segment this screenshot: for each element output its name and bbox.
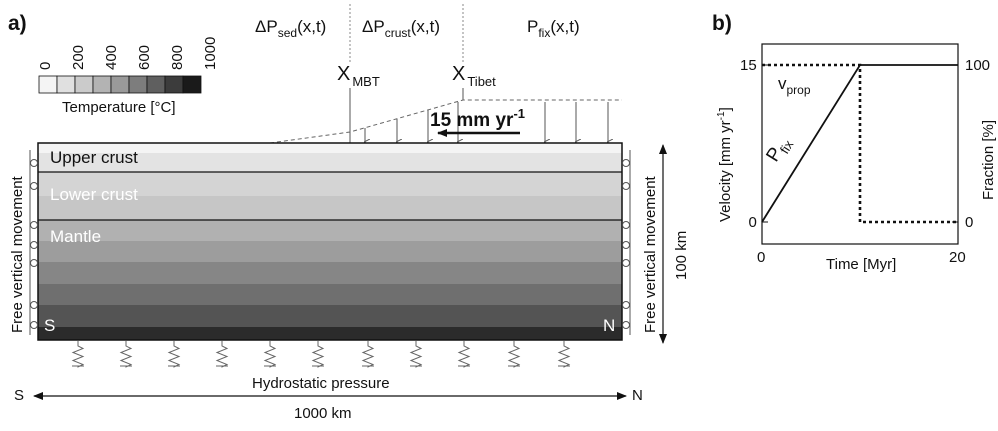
legend-swatch [182,75,202,94]
y-right-axis-label: Fraction [%] [980,120,997,200]
bottom-springs [71,341,571,368]
upper-crust-label: Upper crust [50,148,138,167]
left-boundary-label: Free vertical movement [9,175,26,333]
width-label: 1000 km [294,405,352,422]
roller [622,259,630,267]
spring [119,341,133,368]
roller [622,182,630,190]
legend-swatch [110,75,130,94]
roller [30,321,38,329]
y-right-tick-label: 100 [965,57,990,74]
legend-tick: 600 [136,45,153,70]
y-right-tick-label: 0 [965,214,973,231]
x-axis-label: Time [Myr] [826,256,896,273]
temperature-legend: 0 200 400 600 800 1000 Temperature [°C] [37,37,219,116]
axis-s-label: S [14,387,24,404]
p-fix-label: Pfix(x,t) [527,17,580,40]
spring [311,341,325,368]
legend-tick: 800 [169,45,186,70]
x-tibet-label: X Tibet [452,63,496,89]
spring [361,341,375,368]
p-crust-label: ΔPcrust(x,t) [362,17,440,40]
legend-tick: 200 [70,45,87,70]
series-pfix [761,64,958,223]
depth-label: 100 km [673,231,690,280]
y-left-tick-label: 0 [749,214,757,231]
legend-title: Temperature [°C] [62,99,176,116]
panel-a-label: a) [8,12,27,35]
axis-n-label: N [632,387,643,404]
spring [457,341,471,368]
panel-b-label: b) [712,12,732,35]
right-boundary-label: Free vertical movement [642,175,659,333]
roller [30,301,38,309]
y-left-axis-label: Velocity [mm yr-1] [716,107,734,222]
legend-swatch [92,75,112,94]
legend-tick: 0 [37,62,54,70]
mantle-label: Mantle [50,227,101,246]
p-sed-label: ΔPsed(x,t) [255,17,326,40]
spring [263,341,277,368]
legend-tick: 1000 [202,37,219,70]
spring [71,341,85,368]
plot-frame [761,43,959,245]
corner-s-label: S [44,316,55,335]
roller [622,321,630,329]
legend-swatch [146,75,166,94]
chart-ticks: 0 20 0 15 0 100 [740,57,990,266]
chart-lines [761,63,958,224]
spring [409,341,423,368]
legend-swatch [56,75,76,94]
corner-n-label: N [603,316,615,335]
spring [215,341,229,368]
legend-swatches [38,75,202,94]
velocity-label: 15 mm yr-1 [430,106,525,131]
roller [30,259,38,267]
x-tick-label: 0 [757,249,765,266]
v-prop-label: vprop [778,74,811,97]
legend-tick: 400 [103,45,120,70]
spring [167,341,181,368]
roller [30,241,38,249]
hydrostatic-pressure-label: Hydrostatic pressure [252,375,390,392]
x-mbt-label: X MBT [337,63,380,89]
pressure-arrows [365,102,608,142]
p-fix-curve-label: Pfix [762,132,796,167]
series-vprop [762,63,958,224]
legend-swatch [164,75,184,94]
spring [557,341,571,368]
legend-swatch [38,75,58,94]
side-rollers [29,150,631,335]
spring [507,341,521,368]
roller [622,221,630,229]
x-tick-label: 20 [949,249,966,266]
legend-tick-labels: 0 200 400 600 800 1000 [37,37,219,70]
lower-crust-label: Lower crust [50,185,138,204]
roller [30,221,38,229]
roller [622,241,630,249]
load-outline [269,88,622,144]
legend-swatch [74,75,94,94]
roller [622,301,630,309]
y-left-tick-label: 15 [740,57,757,74]
roller [30,159,38,167]
legend-swatch [128,75,148,94]
roller [30,182,38,190]
model-domain [37,142,623,341]
roller [622,159,630,167]
